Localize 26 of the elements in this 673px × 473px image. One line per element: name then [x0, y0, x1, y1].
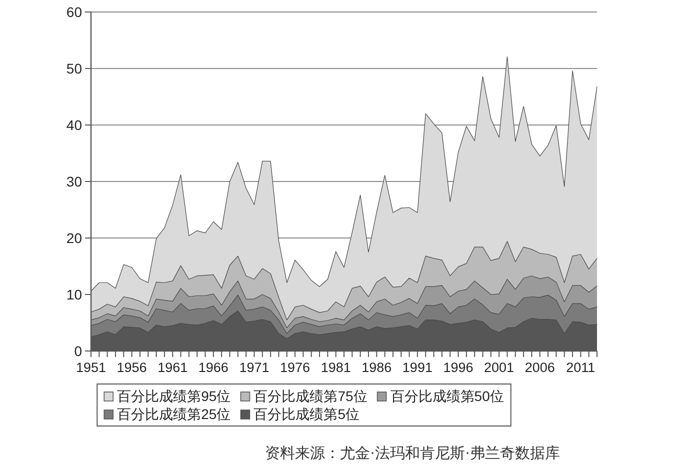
legend-label: 百分比成绩第50位 [390, 388, 504, 404]
legend-label: 百分比成绩第95位 [117, 388, 231, 404]
x-tick-label: 1996 [443, 360, 474, 375]
legend-label: 百分比成绩第5位 [254, 406, 360, 422]
y-tick-label: 20 [66, 230, 82, 246]
x-tick-label: 1956 [116, 360, 147, 375]
y-tick-label: 60 [66, 4, 82, 20]
x-tick-label: 1961 [158, 360, 188, 375]
y-tick-label: 10 [66, 286, 82, 302]
y-tick-label: 30 [66, 174, 82, 190]
x-tick-label: 1971 [239, 360, 270, 375]
x-tick-label: 1991 [402, 360, 432, 375]
x-tick-label: 1951 [76, 360, 106, 375]
x-tick-label: 2006 [524, 360, 555, 375]
x-tick-label: 1986 [362, 360, 392, 375]
legend-label: 百分比成绩第25位 [117, 406, 231, 422]
x-tick-label: 2001 [484, 360, 514, 375]
x-tick-label: 1976 [280, 360, 310, 375]
legend-label: 百分比成绩第75位 [254, 388, 368, 404]
annotation: 资料来源：尤金·法玛和肯尼斯·弗兰奇数据库 [265, 446, 560, 462]
x-tick-label: 1981 [320, 360, 351, 375]
y-tick-label: 0 [74, 343, 82, 359]
x-tick-label: 2011 [566, 360, 596, 375]
y-tick-label: 50 [66, 60, 82, 76]
x-tick-label: 1966 [198, 360, 228, 375]
y-tick-label: 40 [66, 117, 82, 133]
